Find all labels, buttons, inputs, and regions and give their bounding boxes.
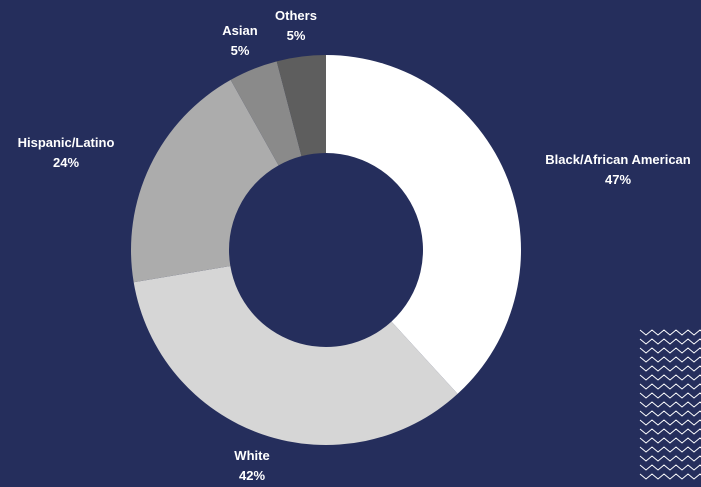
zigzag-line bbox=[639, 329, 701, 336]
zigzag-line bbox=[639, 392, 701, 399]
zigzag-line bbox=[639, 419, 701, 426]
zigzag-line bbox=[639, 464, 701, 471]
slice-value-label: 42% bbox=[239, 468, 265, 482]
zigzag-line bbox=[639, 347, 701, 354]
zigzag-line bbox=[639, 365, 701, 372]
zigzag-line bbox=[639, 473, 701, 480]
zigzag-line bbox=[639, 338, 701, 345]
slice-black-african-american bbox=[326, 55, 521, 394]
slice-hispanic-latino bbox=[131, 79, 279, 283]
slice-value-label: 47% bbox=[605, 172, 631, 187]
slices-group bbox=[131, 55, 521, 446]
slice-label: White bbox=[234, 448, 269, 463]
zigzag-line bbox=[639, 374, 701, 381]
slice-value-label: 24% bbox=[53, 155, 79, 170]
slice-others bbox=[276, 55, 326, 157]
zigzag-line bbox=[639, 446, 701, 453]
slice-label: Others bbox=[275, 8, 317, 23]
zigzag-line bbox=[639, 410, 701, 417]
zigzag-line bbox=[639, 401, 701, 408]
zigzag-line bbox=[639, 356, 701, 363]
slice-asian bbox=[230, 61, 302, 166]
zigzag-line bbox=[639, 428, 701, 435]
zigzag-line bbox=[639, 455, 701, 462]
slice-label: Hispanic/Latino bbox=[18, 135, 115, 150]
slice-label: Asian bbox=[222, 23, 257, 38]
zigzag-pattern-icon bbox=[639, 329, 701, 480]
slice-label: Black/African American bbox=[545, 152, 691, 167]
slice-white bbox=[133, 266, 458, 446]
zigzag-line bbox=[639, 383, 701, 390]
slice-value-label: 5% bbox=[231, 43, 250, 58]
slice-value-label: 5% bbox=[287, 28, 306, 43]
labels-group: Black/African American 47% White 42% Hispani… bbox=[18, 8, 691, 483]
zigzag-line bbox=[639, 437, 701, 444]
